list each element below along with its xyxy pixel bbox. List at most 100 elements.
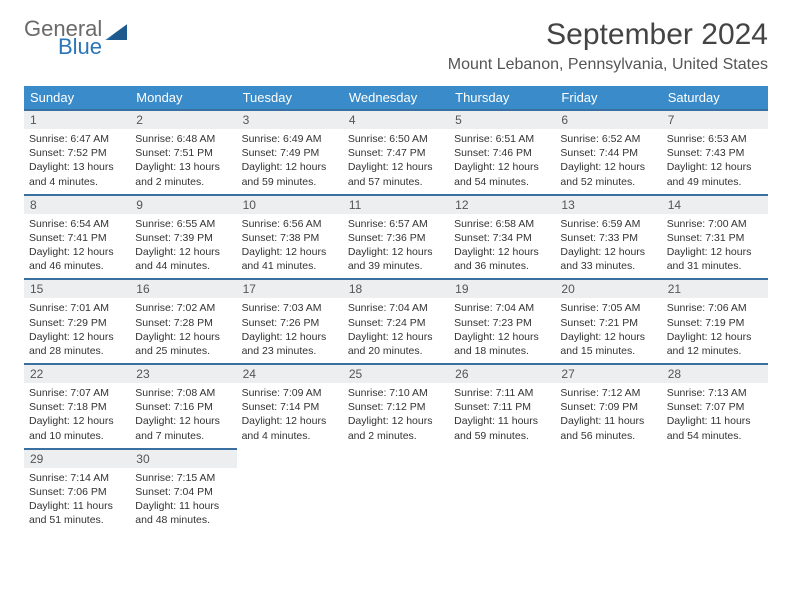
day-number: 29 [24,450,130,468]
sunrise-text: Sunrise: 7:07 AM [29,386,125,400]
daylight-text: Daylight: 11 hours and 54 minutes. [667,414,763,442]
sunrise-text: Sunrise: 6:58 AM [454,217,550,231]
day-details: Sunrise: 7:11 AMSunset: 7:11 PMDaylight:… [449,383,555,448]
daylight-text: Daylight: 12 hours and 52 minutes. [560,160,656,188]
sunrise-text: Sunrise: 7:03 AM [242,301,338,315]
day-number: 28 [662,365,768,383]
day-details: Sunrise: 7:12 AMSunset: 7:09 PMDaylight:… [555,383,661,448]
sunset-text: Sunset: 7:52 PM [29,146,125,160]
day-number: 2 [130,111,236,129]
calendar-cell: 12 Sunrise: 6:58 AMSunset: 7:34 PMDayligh… [449,194,555,279]
day-number: 19 [449,280,555,298]
calendar-cell: 28Sunrise: 7:13 AMSunset: 7:07 PMDayligh… [662,363,768,448]
sunrise-text: Sunrise: 6:50 AM [348,132,444,146]
empty-cell [237,448,343,533]
day-number: 4 [343,111,449,129]
calendar-cell: 20Sunrise: 7:05 AMSunset: 7:21 PMDayligh… [555,278,661,363]
logo: General Blue [24,18,127,58]
weekday-header: Saturday [662,86,768,109]
day-details: Sunrise: 7:02 AMSunset: 7:28 PMDaylight:… [130,298,236,363]
daylight-text: Daylight: 12 hours and 7 minutes. [135,414,231,442]
calendar-cell: 25Sunrise: 7:10 AMSunset: 7:12 PMDayligh… [343,363,449,448]
day-number: 21 [662,280,768,298]
location-label: Mount Lebanon, Pennsylvania, United Stat… [448,56,768,74]
daylight-text: Daylight: 12 hours and 54 minutes. [454,160,550,188]
day-details: Sunrise: 7:05 AMSunset: 7:21 PMDaylight:… [555,298,661,363]
sunset-text: Sunset: 7:33 PM [560,231,656,245]
month-title: September 2024 [448,18,768,52]
day-details: Sunrise: 7:08 AMSunset: 7:16 PMDaylight:… [130,383,236,448]
daylight-text: Daylight: 12 hours and 25 minutes. [135,330,231,358]
sunset-text: Sunset: 7:34 PM [454,231,550,245]
calendar-cell: 23Sunrise: 7:08 AMSunset: 7:16 PMDayligh… [130,363,236,448]
daylight-text: Daylight: 12 hours and 20 minutes. [348,330,444,358]
day-details: Sunrise: 6:48 AMSunset: 7:51 PMDaylight:… [130,129,236,194]
daylight-text: Daylight: 12 hours and 36 minutes. [454,245,550,273]
day-details: Sunrise: 6:53 AMSunset: 7:43 PMDaylight:… [662,129,768,194]
day-number: 27 [555,365,661,383]
day-number: 17 [237,280,343,298]
empty-cell [449,448,555,533]
calendar-cell: 18 Sunrise: 7:04 AMSunset: 7:24 PMDayligh… [343,278,449,363]
day-number: 18 [343,280,449,298]
day-number: 13 [555,196,661,214]
sunrise-text: Sunrise: 6:56 AM [242,217,338,231]
calendar-cell: 2Sunrise: 6:48 AMSunset: 7:51 PMDaylight… [130,109,236,194]
daylight-text: Daylight: 12 hours and 33 minutes. [560,245,656,273]
day-details: Sunrise: 7:06 AMSunset: 7:19 PMDaylight:… [662,298,768,363]
sunset-text: Sunset: 7:38 PM [242,231,338,245]
sunset-text: Sunset: 7:51 PM [135,146,231,160]
day-number: 12 [449,196,555,214]
sunrise-text: Sunrise: 6:51 AM [454,132,550,146]
daylight-text: Daylight: 12 hours and 49 minutes. [667,160,763,188]
sunrise-text: Sunrise: 6:49 AM [242,132,338,146]
daylight-text: Daylight: 12 hours and 28 minutes. [29,330,125,358]
sunset-text: Sunset: 7:12 PM [348,400,444,414]
sunrise-text: Sunrise: 7:04 AM [348,301,444,315]
day-number: 3 [237,111,343,129]
day-number: 6 [555,111,661,129]
day-details: Sunrise: 6:52 AMSunset: 7:44 PMDaylight:… [555,129,661,194]
day-details: Sunrise: 6:59 AMSunset: 7:33 PMDaylight:… [555,214,661,279]
weekday-header: Wednesday [343,86,449,109]
calendar-grid: SundayMondayTuesdayWednesdayThursdayFrid… [24,86,768,532]
day-number: 14 [662,196,768,214]
calendar-cell: 26Sunrise: 7:11 AMSunset: 7:11 PMDayligh… [449,363,555,448]
sunset-text: Sunset: 7:18 PM [29,400,125,414]
day-details: Sunrise: 7:14 AMSunset: 7:06 PMDaylight:… [24,468,130,533]
daylight-text: Daylight: 12 hours and 39 minutes. [348,245,444,273]
sunrise-text: Sunrise: 6:47 AM [29,132,125,146]
weekday-header: Sunday [24,86,130,109]
sunrise-text: Sunrise: 7:11 AM [454,386,550,400]
title-block: September 2024 Mount Lebanon, Pennsylvan… [448,18,768,74]
sunrise-text: Sunrise: 7:15 AM [135,471,231,485]
daylight-text: Daylight: 12 hours and 10 minutes. [29,414,125,442]
sunrise-text: Sunrise: 6:52 AM [560,132,656,146]
daylight-text: Daylight: 12 hours and 23 minutes. [242,330,338,358]
sunrise-text: Sunrise: 6:48 AM [135,132,231,146]
day-number: 8 [24,196,130,214]
day-number: 7 [662,111,768,129]
sunset-text: Sunset: 7:26 PM [242,316,338,330]
sunrise-text: Sunrise: 7:01 AM [29,301,125,315]
sunset-text: Sunset: 7:09 PM [560,400,656,414]
sunrise-text: Sunrise: 7:09 AM [242,386,338,400]
daylight-text: Daylight: 11 hours and 59 minutes. [454,414,550,442]
sunset-text: Sunset: 7:47 PM [348,146,444,160]
day-number: 24 [237,365,343,383]
day-details: Sunrise: 6:51 AMSunset: 7:46 PMDaylight:… [449,129,555,194]
calendar-cell: 14Sunrise: 7:00 AMSunset: 7:31 PMDayligh… [662,194,768,279]
sunset-text: Sunset: 7:46 PM [454,146,550,160]
daylight-text: Daylight: 12 hours and 41 minutes. [242,245,338,273]
sunrise-text: Sunrise: 7:10 AM [348,386,444,400]
calendar-cell: 11Sunrise: 6:57 AMSunset: 7:36 PMDayligh… [343,194,449,279]
sunrise-text: Sunrise: 7:02 AM [135,301,231,315]
calendar-cell: 10Sunrise: 6:56 AMSunset: 7:38 PMDayligh… [237,194,343,279]
daylight-text: Daylight: 13 hours and 4 minutes. [29,160,125,188]
sunset-text: Sunset: 7:06 PM [29,485,125,499]
empty-cell [343,448,449,533]
calendar-cell: 15Sunrise: 7:01 AMSunset: 7:29 PMDayligh… [24,278,130,363]
day-details: Sunrise: 6:55 AMSunset: 7:39 PMDaylight:… [130,214,236,279]
sunset-text: Sunset: 7:24 PM [348,316,444,330]
day-details: Sunrise: 6:47 AMSunset: 7:52 PMDaylight:… [24,129,130,194]
